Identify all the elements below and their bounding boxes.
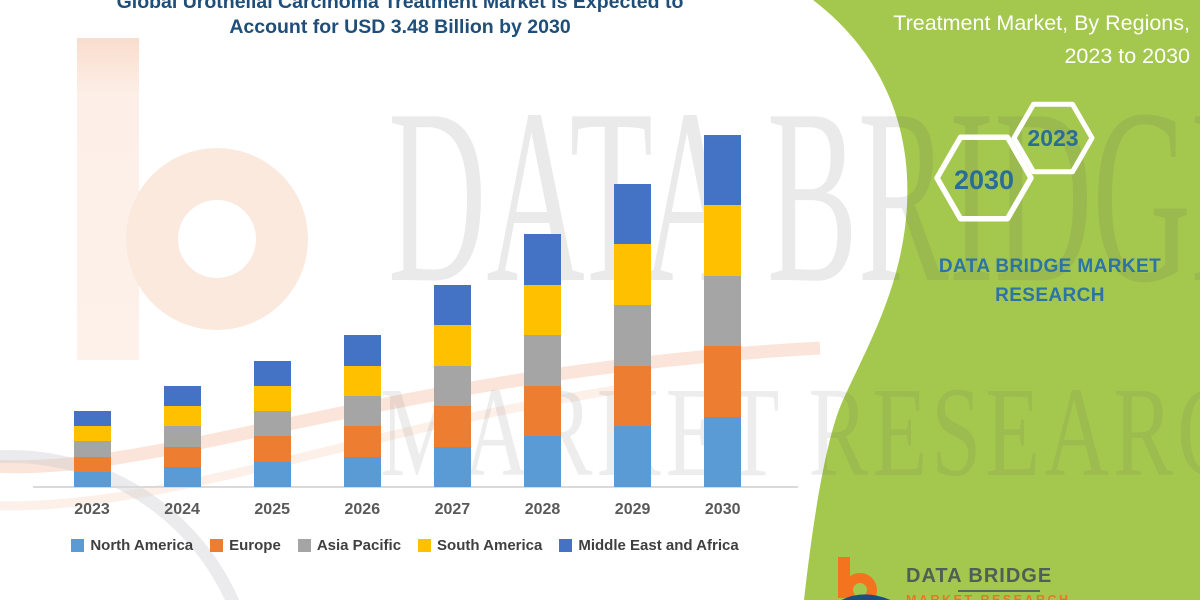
legend-item-europe: Europe <box>210 537 281 554</box>
bar-segment-2027-middle-east-and-africa <box>433 284 471 326</box>
legend-item-asia-pacific: Asia Pacific <box>297 537 402 554</box>
legend-swatch-north-america <box>71 539 85 552</box>
bar-segment-2025-asia-pacific <box>253 411 291 437</box>
side-panel-title: Global Urothelial Carcinoma Treatment Ma… <box>840 0 1190 73</box>
chart-legend: North America Europe Asia Pacific South Ame… <box>0 537 810 554</box>
bar-segment-2023-asia-pacific <box>73 441 111 457</box>
bar-segment-2030-north-america <box>704 416 742 487</box>
footer-logo: DATA BRIDGE MARKET RESEARCH <box>830 554 1071 600</box>
legend-item-north-america: North America <box>71 537 193 554</box>
legend-swatch-asia-pacific <box>297 539 311 552</box>
legend-label: North America <box>90 537 194 554</box>
stacked-bar-chart: 2023 2024 2025 2026 2027 2028 2029 2030 <box>33 134 798 518</box>
bar-segment-2027-north-america <box>433 446 471 487</box>
bar-segment-2028-asia-pacific <box>524 335 561 386</box>
side-panel-title-line1: Global Urothelial Carcinoma <box>840 0 1190 7</box>
legend-label: Asia Pacific <box>316 537 402 554</box>
bar-segment-2024-europe <box>163 446 201 467</box>
footer-brand-name: DATA BRIDGE <box>906 565 1053 587</box>
chart-title-line1: Global Urothelial Carcinoma Treatment Ma… <box>116 0 684 13</box>
footer-brand: DATA BRIDGE MARKET RESEARCH <box>906 565 1071 600</box>
bar-segment-2026-south-america <box>343 365 381 396</box>
bar-segment-2023-middle-east-and-africa <box>73 411 111 427</box>
bar-segment-2029-europe <box>614 365 652 427</box>
bar-segment-2028-north-america <box>524 436 561 487</box>
bar-segment-2024-middle-east-and-africa <box>163 385 201 407</box>
bar-segment-2027-south-america <box>433 325 471 366</box>
watermark-b-logo-stem <box>77 38 139 360</box>
bar-segment-2026-north-america <box>343 456 381 487</box>
footer-brand-rule <box>958 590 1040 592</box>
bar-segment-2029-south-america <box>614 244 652 305</box>
bar-segment-2030-middle-east-and-africa <box>704 134 742 206</box>
side-panel-brand-line2: RESEARCH <box>995 285 1105 306</box>
x-axis-label-2027: 2027 <box>434 501 471 518</box>
bar-segment-2028-south-america <box>524 284 561 336</box>
bar-segment-2025-middle-east-and-africa <box>253 360 291 386</box>
side-panel-title-line2: Treatment Market, By Regions, <box>893 11 1190 35</box>
bar-segment-2028-europe <box>524 385 561 437</box>
footer-brand-sub: MARKET RESEARCH <box>906 593 1071 600</box>
bar-segment-2025-north-america <box>253 461 291 487</box>
x-axis-label-2026: 2026 <box>344 501 381 518</box>
legend-swatch-south-america <box>418 539 432 552</box>
hexagon-year-2030: 2030 <box>953 165 1015 195</box>
bar-segment-2030-asia-pacific <box>704 275 742 347</box>
bar-segment-2025-south-america <box>253 385 291 412</box>
bar-segment-2023-south-america <box>73 426 111 442</box>
legend-item-middle-east-and-africa: Middle East and Africa <box>559 537 739 554</box>
legend-label: South America <box>437 537 543 554</box>
legend-swatch-europe <box>210 539 224 552</box>
legend-swatch-middle-east-and-africa <box>559 539 573 552</box>
legend-label: Middle East and Africa <box>578 537 739 554</box>
x-axis-label-2023: 2023 <box>74 501 110 518</box>
bar-segment-2028-middle-east-and-africa <box>524 234 561 285</box>
bar-segment-2030-south-america <box>704 205 742 276</box>
legend-label: Europe <box>229 537 281 554</box>
x-axis-line <box>33 486 798 488</box>
x-axis-label-2025: 2025 <box>254 501 290 518</box>
x-axis-label-2024: 2024 <box>164 501 200 518</box>
bar-segment-2030-europe <box>704 346 742 417</box>
x-axis-label-2029: 2029 <box>614 501 651 518</box>
chart-title-line2: Account for USD 3.48 Billion by 2030 <box>229 16 571 38</box>
bar-segment-2027-asia-pacific <box>433 365 471 407</box>
bar-segment-2026-middle-east-and-africa <box>343 335 381 366</box>
bar-segment-2024-south-america <box>163 406 201 427</box>
bar-segment-2026-asia-pacific <box>343 395 381 427</box>
side-panel-brand-line1: DATA BRIDGE MARKET <box>938 256 1162 277</box>
legend-item-south-america: South America <box>418 537 542 554</box>
bar-segment-2027-europe <box>433 406 471 447</box>
bar-segment-2025-europe <box>253 436 291 462</box>
dbmr-logo-icon <box>838 557 891 600</box>
bar-segment-2029-north-america <box>614 426 652 487</box>
bar-segment-2029-middle-east-and-africa <box>614 183 652 245</box>
bar-segment-2024-asia-pacific <box>163 426 201 447</box>
chart-title: Global Urothelial Carcinoma Treatment Ma… <box>0 0 800 40</box>
x-axis-label-2030: 2030 <box>704 501 741 518</box>
hexagon-year-2023: 2023 <box>1027 125 1079 151</box>
bar-segment-2024-north-america <box>163 466 201 487</box>
bar-segment-2029-asia-pacific <box>614 304 652 366</box>
bar-segment-2026-europe <box>343 426 381 457</box>
side-panel-brand-text: DATA BRIDGE MARKET RESEARCH <box>915 252 1185 310</box>
bar-segment-2023-europe <box>73 456 111 472</box>
side-panel-title-line3: 2023 to 2030 <box>1064 44 1190 68</box>
x-axis-label-2028: 2028 <box>524 501 561 518</box>
bar-segment-2023-north-america <box>73 471 111 487</box>
